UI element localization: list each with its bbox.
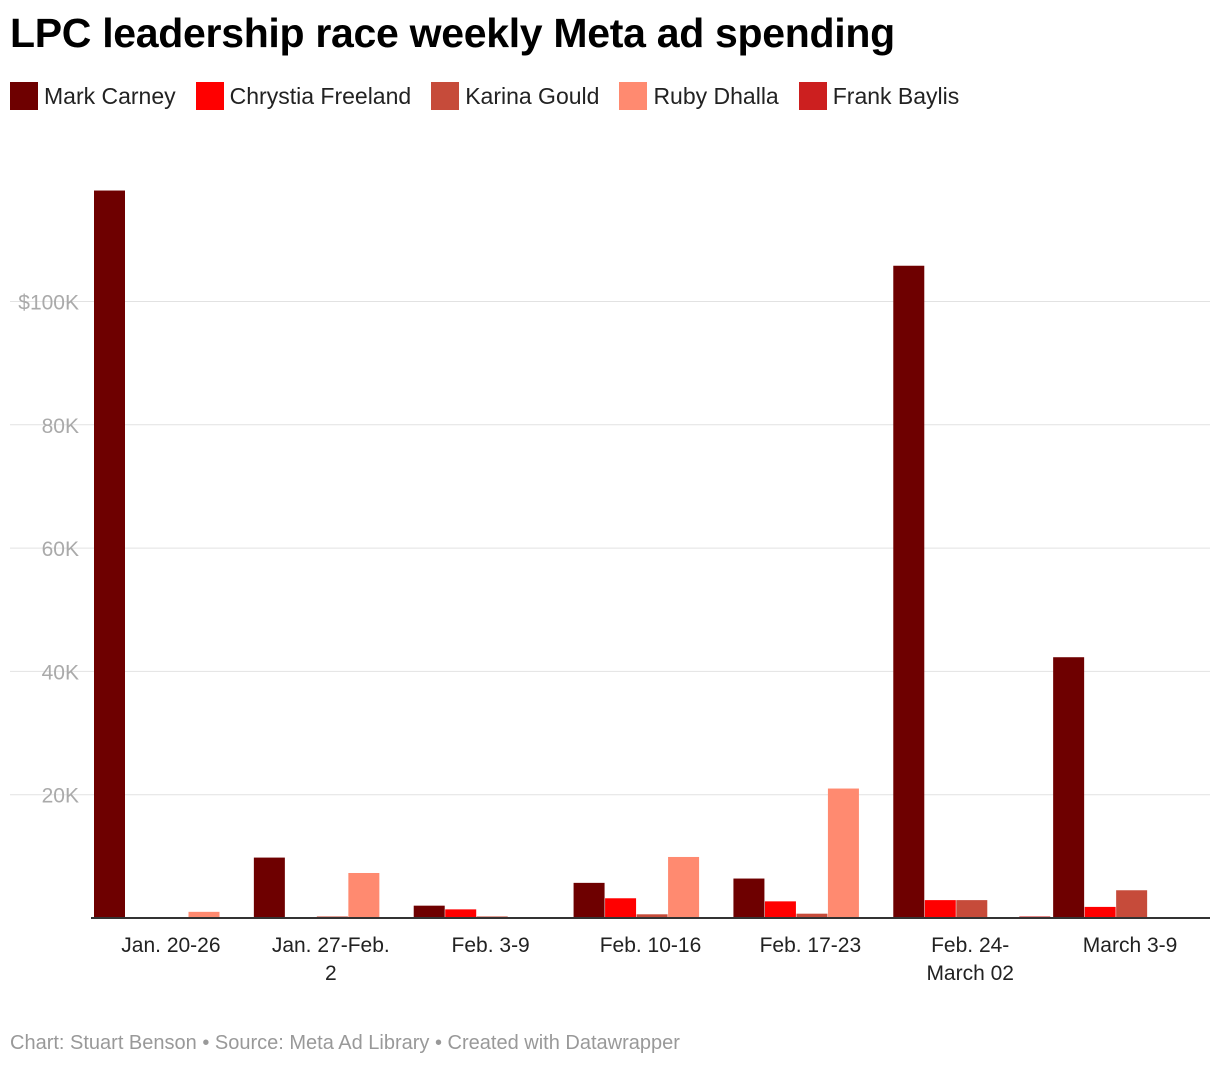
chart-title: LPC leadership race weekly Meta ad spend…	[10, 10, 895, 56]
y-tick-label: 80K	[42, 415, 79, 438]
bar-chrystia-freeland	[764, 901, 796, 918]
legend-swatch	[431, 82, 460, 110]
chart-footer: Chart: Stuart Benson • Source: Meta Ad L…	[10, 1032, 680, 1054]
legend-label: Ruby Dhalla	[653, 82, 779, 109]
y-tick-label: 60K	[42, 538, 79, 561]
bar-chrystia-freeland	[924, 900, 956, 918]
bar-karina-gould	[636, 914, 668, 918]
bar-chrystia-freeland	[445, 909, 477, 918]
bar-chrystia-freeland	[605, 898, 637, 918]
x-tick-label: Jan. 27-Feb. 2	[272, 934, 390, 985]
x-tick-label: Jan. 20-26	[121, 934, 220, 957]
legend-item-chrystia-freeland: Chrystia Freeland	[195, 82, 412, 110]
bar-ruby-dhalla	[188, 911, 220, 918]
bar-mark-carney	[893, 265, 925, 918]
legend-swatch	[195, 82, 224, 110]
legend-swatch	[10, 82, 38, 110]
x-tick-label: Feb. 10-16	[600, 934, 702, 957]
bar-ruby-dhalla	[827, 788, 859, 918]
legend-swatch	[798, 82, 827, 110]
legend-label: Mark Carney	[44, 82, 176, 109]
legend-label: Karina Gould	[465, 82, 600, 109]
bar-karina-gould	[1116, 890, 1148, 918]
x-tick-label: Feb. 17-23	[760, 934, 862, 957]
legend-swatch	[619, 82, 648, 110]
bar-karina-gould	[796, 913, 828, 918]
legend-item-karina-gould: Karina Gould	[431, 82, 599, 110]
bar-ruby-dhalla	[348, 872, 380, 918]
y-tick-label: 40K	[42, 661, 79, 684]
bar-mark-carney	[573, 882, 605, 918]
bar-mark-carney	[733, 878, 765, 918]
bar-mark-carney	[1053, 657, 1085, 918]
y-tick-label: $100K	[18, 292, 79, 315]
y-tick-label: 20K	[42, 785, 79, 808]
chart-legend: Mark Carney Chrystia Freeland Karina Gou…	[10, 82, 979, 110]
x-tick-label: Feb. 3-9	[452, 934, 530, 957]
x-tick-label: Feb. 24-March 02	[926, 934, 1014, 985]
bar-karina-gould	[956, 900, 988, 918]
legend-label: Chrystia Freeland	[229, 82, 412, 109]
x-tick-label: March 3-9	[1083, 934, 1178, 957]
legend-label: Frank Baylis	[832, 82, 960, 109]
bar-mark-carney	[253, 857, 285, 918]
bar-ruby-dhalla	[668, 856, 700, 918]
bar-mark-carney	[94, 190, 125, 918]
legend-item-mark-carney: Mark Carney	[10, 82, 176, 110]
legend-item-frank-baylis: Frank Baylis	[798, 82, 960, 110]
bar-chrystia-freeland	[1084, 906, 1116, 918]
bar-mark-carney	[413, 905, 445, 918]
legend-item-ruby-dhalla: Ruby Dhalla	[619, 82, 779, 110]
